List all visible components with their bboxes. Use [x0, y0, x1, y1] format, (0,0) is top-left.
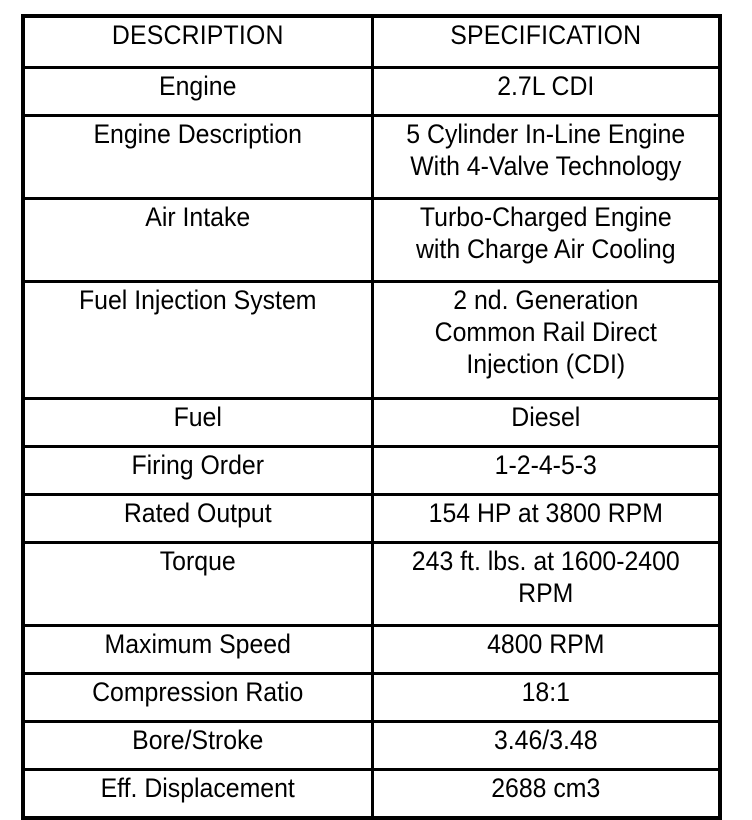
row-specification: 18:1 — [384, 672, 708, 723]
row-specification: 2.7L CDI — [384, 66, 708, 117]
table-header-row: DESCRIPTION SPECIFICATION — [23, 14, 720, 69]
table-row: Air Intake Turbo-Charged Engine with Cha… — [23, 197, 720, 283]
row-specification: 154 HP at 3800 RPM — [384, 493, 708, 544]
table-row: Firing Order 1-2-4-5-3 — [23, 445, 720, 496]
row-description: Rated Output — [35, 493, 360, 544]
row-specification: 243 ft. lbs. at 1600-2400 RPM — [384, 541, 708, 627]
table-row: Torque 243 ft. lbs. at 1600-2400 RPM — [23, 541, 720, 627]
row-description: Torque — [35, 541, 360, 627]
table-row: Maximum Speed 4800 RPM — [23, 624, 720, 675]
row-specification: 5 Cylinder In-Line Engine With 4-Valve T… — [384, 114, 708, 200]
column-header-description: DESCRIPTION — [35, 14, 360, 69]
row-description: Fuel Injection System — [35, 280, 360, 400]
row-specification: 3.46/3.48 — [384, 720, 708, 771]
row-specification: Diesel — [384, 397, 708, 448]
row-specification: Turbo-Charged Engine with Charge Air Coo… — [384, 197, 708, 283]
row-description: Compression Ratio — [35, 672, 360, 723]
table-row: Bore/Stroke 3.46/3.48 — [23, 720, 720, 771]
row-description: Bore/Stroke — [35, 720, 360, 771]
spec-table-container: DESCRIPTION SPECIFICATION Engine 2.7L CD… — [21, 14, 722, 820]
row-specification: 1-2-4-5-3 — [384, 445, 708, 496]
table-row: Fuel Injection System 2 nd. Generation C… — [23, 280, 720, 400]
table-row: Eff. Displacement 2688 cm3 — [23, 768, 720, 820]
row-description: Fuel — [35, 397, 360, 448]
table-row: Engine Description 5 Cylinder In-Line En… — [23, 114, 720, 200]
row-specification: 2 nd. Generation Common Rail Direct Inje… — [384, 280, 708, 400]
table-row: Compression Ratio 18:1 — [23, 672, 720, 723]
table-row: Rated Output 154 HP at 3800 RPM — [23, 493, 720, 544]
row-description: Engine — [35, 66, 360, 117]
table-row: Engine 2.7L CDI — [23, 66, 720, 117]
column-header-specification: SPECIFICATION — [384, 14, 708, 69]
row-description: Engine Description — [35, 114, 360, 200]
row-description: Eff. Displacement — [35, 768, 360, 820]
engine-specification-table: DESCRIPTION SPECIFICATION Engine 2.7L CD… — [21, 14, 722, 820]
row-description: Firing Order — [35, 445, 360, 496]
row-specification: 4800 RPM — [384, 624, 708, 675]
row-description: Air Intake — [35, 197, 360, 283]
table-row: Fuel Diesel — [23, 397, 720, 448]
row-description: Maximum Speed — [35, 624, 360, 675]
table-body: Engine 2.7L CDI Engine Description 5 Cyl… — [23, 66, 720, 820]
row-specification: 2688 cm3 — [384, 768, 708, 820]
